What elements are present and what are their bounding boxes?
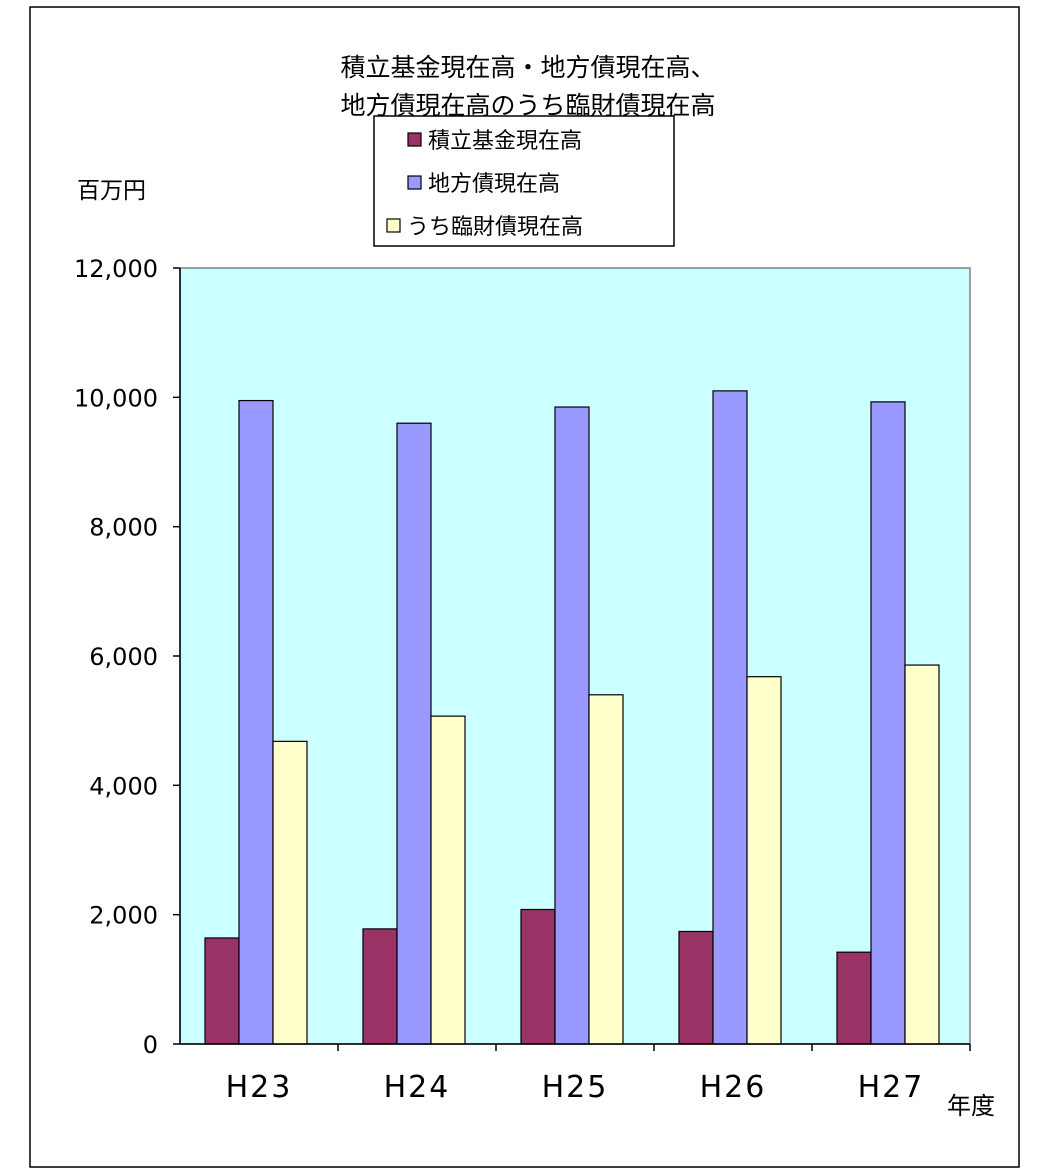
bar-H23-series-2 — [272, 740, 308, 1045]
bar-H23-series-1 — [238, 399, 274, 1045]
y-axis-label: 百万円 — [77, 178, 146, 204]
legend-box — [373, 115, 675, 247]
bar-H26-series-1 — [712, 390, 748, 1045]
y-tick-label: 6,000 — [89, 643, 158, 671]
bar-H23-series-0 — [204, 937, 240, 1045]
bar-H26-series-2 — [746, 676, 782, 1045]
y-tick-label: 10,000 — [74, 384, 158, 412]
x-tick-label: H26 — [700, 1070, 767, 1105]
x-tick-label: H27 — [858, 1070, 925, 1105]
bar-H24-series-0 — [362, 928, 398, 1045]
bar-H26-series-0 — [678, 930, 714, 1045]
bar-H24-series-2 — [430, 715, 466, 1045]
x-tick-label: H24 — [384, 1070, 451, 1105]
x-axis: H23 H24 H25 H26 H27 — [226, 1044, 971, 1105]
chart-title-line-1: 積立基金現在高・地方債現在高、 — [340, 53, 715, 82]
y-tick-label: 12,000 — [74, 255, 158, 283]
bar-H27-series-0 — [836, 951, 872, 1045]
y-tick-label: 2,000 — [89, 902, 158, 930]
y-tick-label: 8,000 — [89, 514, 158, 542]
bar-H25-series-2 — [588, 694, 624, 1045]
x-axis-label: 年度 — [947, 1092, 995, 1120]
bars — [204, 390, 940, 1045]
chart-title-line-2: 地方債現在高のうち臨財債現在高 — [340, 91, 715, 120]
legend-label: 地方債現在高 — [428, 172, 560, 197]
bar-H24-series-1 — [396, 422, 432, 1045]
legend-label: 積立基金現在高 — [428, 129, 582, 154]
bar-H27-series-2 — [904, 664, 940, 1045]
bar-H27-series-1 — [870, 401, 906, 1045]
x-tick-label: H23 — [226, 1070, 293, 1105]
legend-swatch — [386, 218, 401, 233]
legend-swatch — [407, 175, 422, 190]
bar-H25-series-1 — [554, 406, 590, 1045]
y-axis: 0 2,000 4,000 6,000 8,000 10,000 12,000 — [74, 255, 180, 1059]
legend-swatch — [407, 132, 422, 147]
legend-label: うち臨財債現在高 — [407, 215, 583, 240]
y-tick-label: 0 — [143, 1031, 158, 1059]
x-tick-label: H25 — [542, 1070, 609, 1105]
bar-H25-series-0 — [520, 908, 556, 1045]
y-tick-label: 4,000 — [89, 772, 158, 800]
